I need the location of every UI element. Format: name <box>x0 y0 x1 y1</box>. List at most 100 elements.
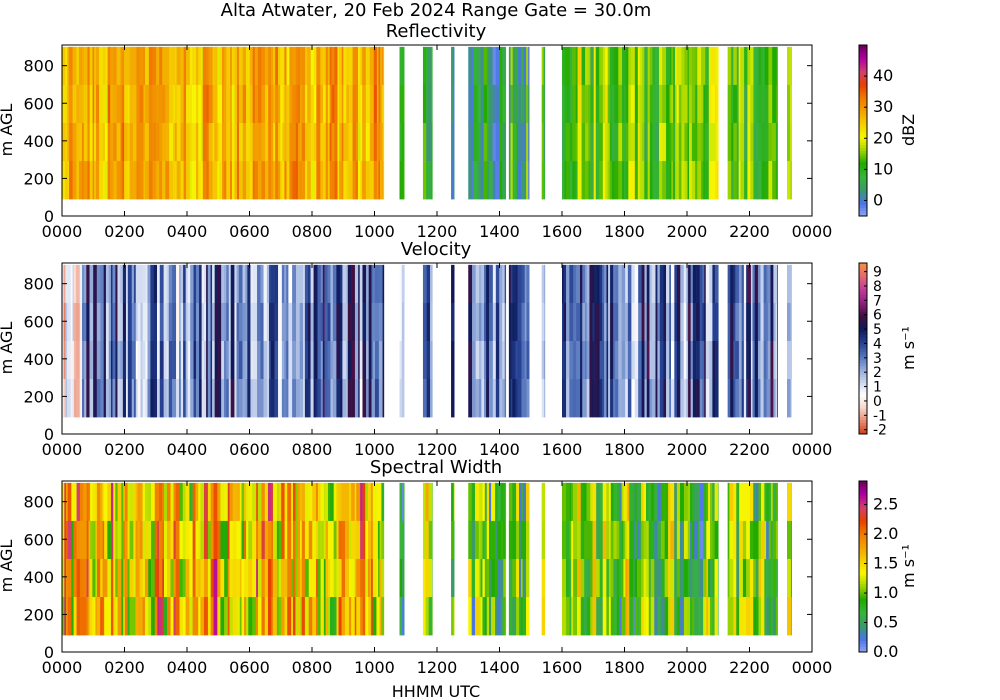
heatmap-cell <box>316 161 321 200</box>
heatmap-cell <box>703 520 707 560</box>
heatmap-cell <box>157 379 161 418</box>
heatmap-cell <box>148 558 152 598</box>
heatmap-cell <box>313 84 317 124</box>
heatmap-cell <box>679 482 685 522</box>
heatmap-cell <box>203 379 207 418</box>
heatmap-cell <box>301 482 306 522</box>
heatmap-cell <box>346 340 349 380</box>
heatmap-cell <box>241 520 245 560</box>
heatmap-cell <box>249 46 253 86</box>
heatmap-cell <box>585 84 589 124</box>
heatmap-cell <box>746 558 751 598</box>
heatmap-cell <box>705 46 710 86</box>
heatmap-cell <box>284 482 288 522</box>
heatmap-cell <box>229 520 233 560</box>
heatmap-cell <box>381 482 385 522</box>
heatmap-cell <box>681 46 685 86</box>
heatmap-cell <box>508 597 513 636</box>
heatmap-cell <box>346 379 349 418</box>
heatmap-cell <box>594 264 597 304</box>
heatmap-cell <box>250 379 254 418</box>
heatmap-cell <box>360 46 363 86</box>
heatmap-cell <box>342 264 347 304</box>
heatmap-cell <box>371 520 374 560</box>
heatmap-cell <box>281 520 285 560</box>
heatmap-cell <box>595 122 600 162</box>
heatmap-cell <box>593 84 597 124</box>
heatmap-cell <box>710 482 713 522</box>
heatmap-cell <box>543 161 546 200</box>
heatmap-cell <box>304 161 308 200</box>
heatmap-cell <box>147 302 151 342</box>
heatmap-cell <box>280 84 283 124</box>
heatmap-cell <box>517 379 522 418</box>
heatmap-cell <box>770 482 774 522</box>
heatmap-cell <box>300 122 302 162</box>
heatmap-cell <box>772 597 777 636</box>
heatmap-cell <box>422 264 428 304</box>
colorbar-cell <box>859 119 867 123</box>
heatmap-cell <box>127 161 130 200</box>
heatmap-cell <box>703 84 706 124</box>
heatmap-cell <box>683 264 687 304</box>
heatmap-cell <box>621 520 624 560</box>
heatmap-cell <box>714 482 719 522</box>
heatmap-cell <box>159 302 164 342</box>
heatmap-cell <box>373 264 376 304</box>
heatmap-cell <box>526 558 530 598</box>
heatmap-cell <box>304 264 309 304</box>
heatmap-cell <box>584 558 587 598</box>
heatmap-cell <box>705 84 710 124</box>
heatmap-cell <box>755 558 759 598</box>
heatmap-cell <box>712 264 716 304</box>
heatmap-cell <box>284 340 287 380</box>
colorbar-cell <box>859 325 867 329</box>
heatmap-cell <box>510 264 513 304</box>
heatmap-cell <box>486 379 490 418</box>
heatmap-cell <box>541 482 546 522</box>
heatmap-cell <box>487 46 490 86</box>
heatmap-cell <box>586 379 590 418</box>
heatmap-cell <box>193 340 197 380</box>
heatmap-cell <box>580 558 585 598</box>
heatmap-cell <box>124 597 128 636</box>
heatmap-cell <box>604 302 607 342</box>
heatmap-cell <box>273 520 278 560</box>
colorbar-tick-label: 4 <box>873 336 882 352</box>
heatmap-cell <box>369 597 372 636</box>
heatmap-cell <box>273 84 276 124</box>
heatmap-cell <box>92 520 96 560</box>
heatmap-cell <box>582 302 586 342</box>
heatmap-cell <box>238 122 244 162</box>
heatmap-cell <box>296 302 301 342</box>
heatmap-cell <box>227 482 230 522</box>
heatmap-cell <box>228 302 232 342</box>
heatmap-cell <box>680 340 685 380</box>
colorbar-cell <box>859 167 867 171</box>
x-tick-label: 2200 <box>729 440 770 459</box>
heatmap-cell <box>223 340 227 380</box>
colorbar-cell <box>859 606 867 610</box>
heatmap-cell <box>426 161 429 200</box>
heatmap-cell <box>399 558 403 598</box>
heatmap-cell <box>82 340 85 380</box>
heatmap-cell <box>716 122 719 162</box>
heatmap-cell <box>140 379 143 418</box>
heatmap-cell <box>327 520 331 560</box>
heatmap-cell <box>232 520 237 560</box>
x-tick-label: 0000 <box>792 658 833 677</box>
heatmap-cell <box>334 122 338 162</box>
heatmap-cell <box>120 46 123 86</box>
heatmap-cell <box>638 340 642 380</box>
heatmap-cell <box>75 379 81 418</box>
heatmap-cell <box>491 482 496 522</box>
heatmap-cell <box>123 597 126 636</box>
x-tick-label: 0000 <box>42 658 83 677</box>
heatmap-cell <box>705 340 710 380</box>
heatmap-cell <box>292 482 296 522</box>
heatmap-cell <box>222 84 225 124</box>
heatmap-cell <box>325 84 329 124</box>
heatmap-cell <box>330 520 334 560</box>
heatmap-cell <box>219 46 223 86</box>
heatmap-cell <box>630 46 636 86</box>
